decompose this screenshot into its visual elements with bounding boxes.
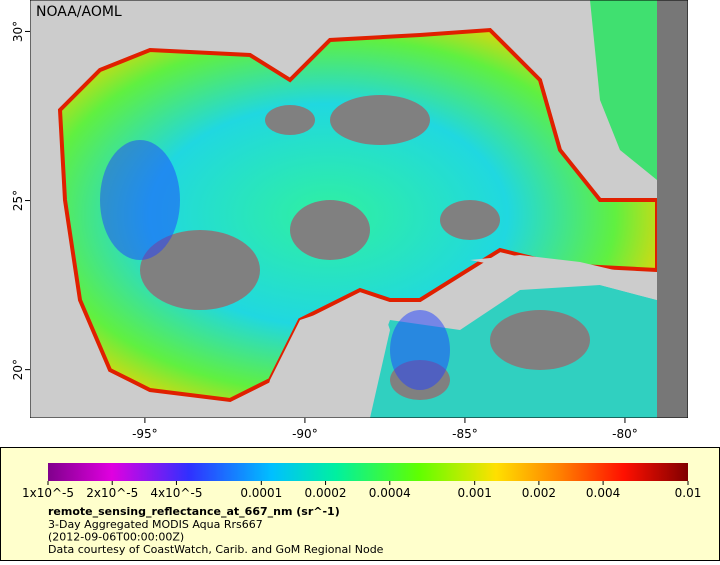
no-data-strip xyxy=(657,0,688,418)
colorbar-tick-label: 0.0002 xyxy=(305,486,347,500)
colorbar-tick-label: 0.0004 xyxy=(369,486,411,500)
colorbar-tick-label: 0.001 xyxy=(457,486,491,500)
colorbar-tick-label: 2x10^-5 xyxy=(86,486,138,500)
colorbar-tick-label: 4x10^-5 xyxy=(150,486,202,500)
atlantic-ocean xyxy=(590,0,657,180)
legend-line: 3-Day Aggregated MODIS Aqua Rrs667 xyxy=(48,518,263,531)
cloud-gaps xyxy=(140,95,590,400)
map: NOAA/AOML xyxy=(30,0,688,418)
low-reflectance xyxy=(100,140,450,390)
cuba xyxy=(470,255,657,300)
legend-line: (2012-09-06T00:00:00Z) xyxy=(48,531,184,544)
y-tick-label: 30° xyxy=(11,21,25,42)
map-credit: NOAA/AOML xyxy=(36,4,122,20)
colorbar-tick-label: 0.01 xyxy=(675,486,702,500)
legend-title: remote_sensing_reflectance_at_667_nm (sr… xyxy=(48,505,340,518)
legend-line: Data courtesy of CoastWatch, Carib. and … xyxy=(48,543,384,556)
y-tick-label: 20° xyxy=(11,359,25,380)
colorbar-tick-label: 0.004 xyxy=(586,486,620,500)
x-tick-label: -80° xyxy=(612,427,638,441)
x-tick-label: -85° xyxy=(452,427,478,441)
colorbar-tick-label: 1x10^-5 xyxy=(22,486,74,500)
yucatan xyxy=(260,300,390,418)
x-tick-label: -90° xyxy=(292,427,318,441)
y-tick-label: 25° xyxy=(11,190,25,211)
x-tick-label: -95° xyxy=(132,427,158,441)
colorbar-tick-label: 0.002 xyxy=(522,486,556,500)
colorbar xyxy=(48,463,688,481)
colorbar-tick-label: 0.0001 xyxy=(240,486,282,500)
